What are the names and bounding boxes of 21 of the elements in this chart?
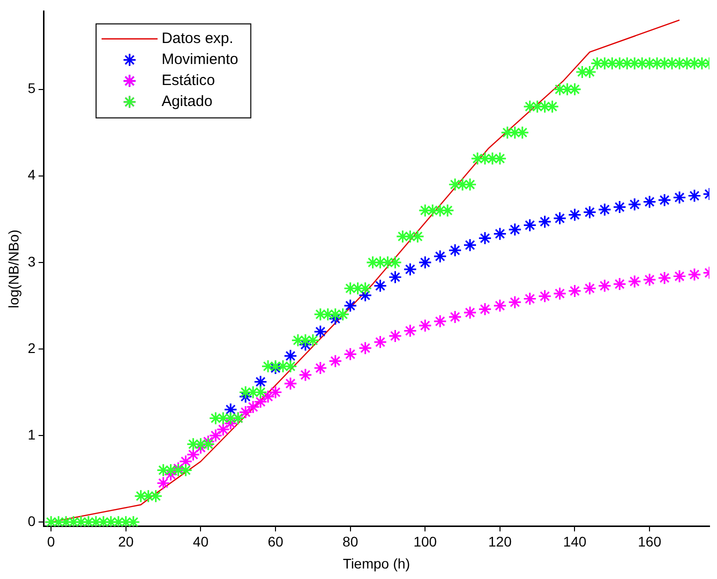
x-tick-label: 120 bbox=[488, 534, 512, 550]
x-tick-label: 20 bbox=[118, 534, 134, 550]
legend-label: Movimiento bbox=[162, 51, 238, 68]
x-tick-label: 80 bbox=[342, 534, 358, 550]
x-tick-label: 100 bbox=[413, 534, 438, 550]
y-tick-label: 3 bbox=[28, 253, 36, 270]
y-tick-label: 2 bbox=[28, 340, 36, 356]
x-tick-label: 60 bbox=[268, 534, 284, 550]
y-axis-title: log(NB/NBo) bbox=[5, 230, 22, 308]
x-tick-label: 160 bbox=[638, 534, 662, 550]
legend-label: Datos exp. bbox=[162, 30, 234, 48]
x-tick-label: 40 bbox=[192, 534, 209, 550]
x-tick-label: 140 bbox=[563, 534, 587, 550]
legend-label: Agitado bbox=[162, 93, 212, 110]
y-tick-label: 1 bbox=[28, 426, 36, 442]
x-tick-label: 0 bbox=[47, 534, 56, 550]
y-tick-label: 4 bbox=[28, 166, 36, 183]
y-tick-label: 0 bbox=[28, 512, 36, 529]
legend-label: Estático bbox=[162, 72, 215, 90]
x-axis-title: Tiempo (h) bbox=[342, 555, 410, 572]
y-tick-label: 5 bbox=[28, 80, 36, 96]
